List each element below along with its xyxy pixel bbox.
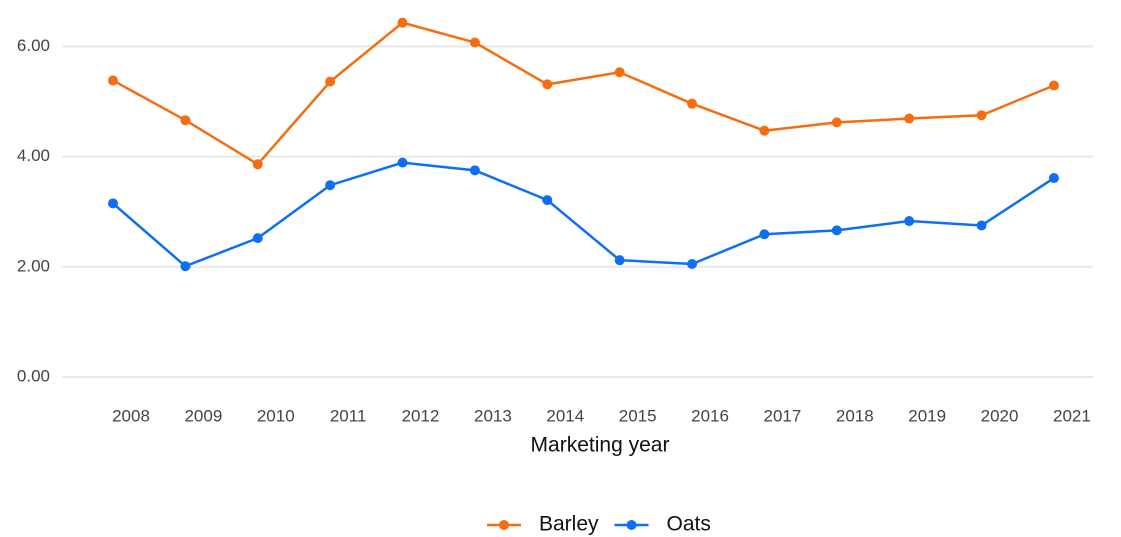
point <box>397 157 408 168</box>
point <box>1048 80 1059 91</box>
point <box>904 216 915 227</box>
x-tick-label: 2014 <box>546 406 584 425</box>
y-tick-label: 2.00 <box>17 256 50 275</box>
series-line <box>112 161 1055 268</box>
x-tick-label: 2015 <box>619 406 657 425</box>
point <box>325 180 336 191</box>
point <box>976 220 987 231</box>
x-tick-label: 2009 <box>184 406 222 425</box>
point <box>469 37 480 48</box>
x-tick-label: 2010 <box>257 406 295 425</box>
point <box>831 225 842 236</box>
x-tick-label: 2012 <box>402 406 440 425</box>
point <box>180 261 191 272</box>
point <box>759 125 770 136</box>
point <box>1048 173 1059 184</box>
point <box>759 229 770 240</box>
point <box>542 79 553 90</box>
x-tick-label: 2013 <box>474 406 512 425</box>
point <box>252 159 263 170</box>
point <box>831 117 842 128</box>
x-tick-label: 2016 <box>691 406 729 425</box>
legend-label: Barley <box>539 513 599 536</box>
legend-dot <box>499 520 509 530</box>
legend-dot <box>626 520 637 530</box>
x-tick-label: 2011 <box>330 406 367 425</box>
point <box>904 113 915 124</box>
legend-label: Oats <box>667 513 711 536</box>
series-line <box>112 21 1055 166</box>
y-tick-label: 6.00 <box>17 36 50 55</box>
point <box>180 115 191 126</box>
point <box>614 255 625 266</box>
point <box>108 75 118 86</box>
x-axis-title: Marketing year <box>531 434 670 457</box>
x-tick-label: 2019 <box>908 406 946 425</box>
point <box>614 67 625 78</box>
y-tick-label: 0.00 <box>17 366 50 385</box>
point <box>108 198 118 209</box>
x-tick-label: 2021 <box>1053 406 1091 425</box>
point <box>397 17 408 28</box>
point <box>687 259 698 270</box>
y-tick-label: 4.00 <box>17 146 50 165</box>
x-tick-label: 2017 <box>764 406 802 425</box>
x-tick-label: 2008 <box>112 406 150 425</box>
x-tick-label: 2018 <box>836 406 874 425</box>
point <box>469 165 480 176</box>
point <box>252 233 263 244</box>
x-tick-label: 2020 <box>981 406 1019 425</box>
point <box>976 110 987 121</box>
point <box>687 98 698 109</box>
point <box>325 76 336 87</box>
point <box>542 195 553 206</box>
